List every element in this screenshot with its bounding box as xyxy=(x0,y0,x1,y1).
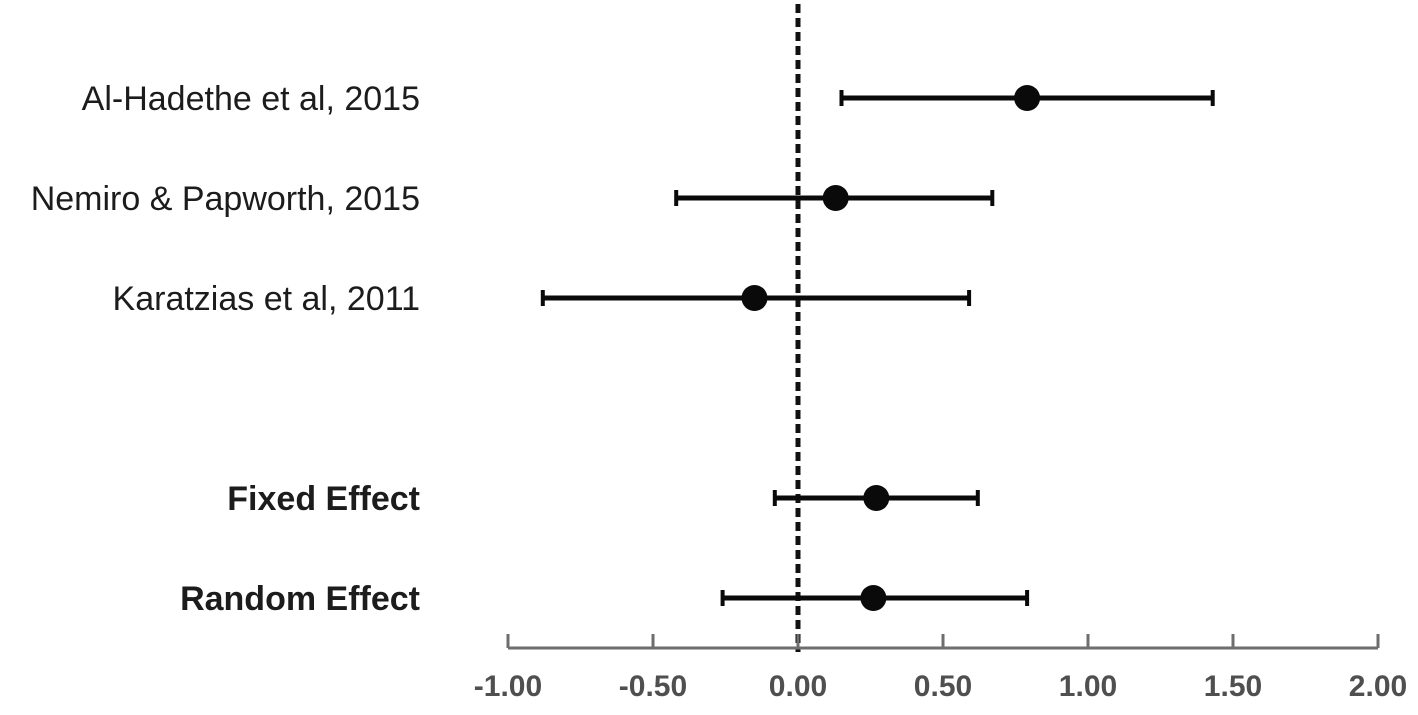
point-estimate-marker xyxy=(863,485,890,511)
summary-row-label: Random Effect xyxy=(180,580,420,618)
study-row-label: Karatzias et al, 2011 xyxy=(113,280,420,318)
x-axis-tick-label: -0.50 xyxy=(619,670,687,703)
point-estimate-marker xyxy=(1014,85,1041,111)
x-axis-tick-label: 1.00 xyxy=(1059,670,1117,703)
point-estimate-marker xyxy=(822,185,849,211)
summary-row-label: Fixed Effect xyxy=(227,480,420,518)
study-row-label: Nemiro & Papworth, 2015 xyxy=(31,180,420,218)
point-estimate-marker xyxy=(860,585,887,611)
point-estimate-marker xyxy=(741,285,768,311)
x-axis-tick-label: -1.00 xyxy=(474,670,542,703)
study-row-label: Al-Hadethe et al, 2015 xyxy=(82,80,420,118)
x-axis-tick-label: 0.00 xyxy=(769,670,827,703)
x-axis-tick-label: 2.00 xyxy=(1349,670,1407,703)
x-axis-tick-label: 1.50 xyxy=(1204,670,1262,703)
x-axis-tick-label: 0.50 xyxy=(914,670,972,703)
